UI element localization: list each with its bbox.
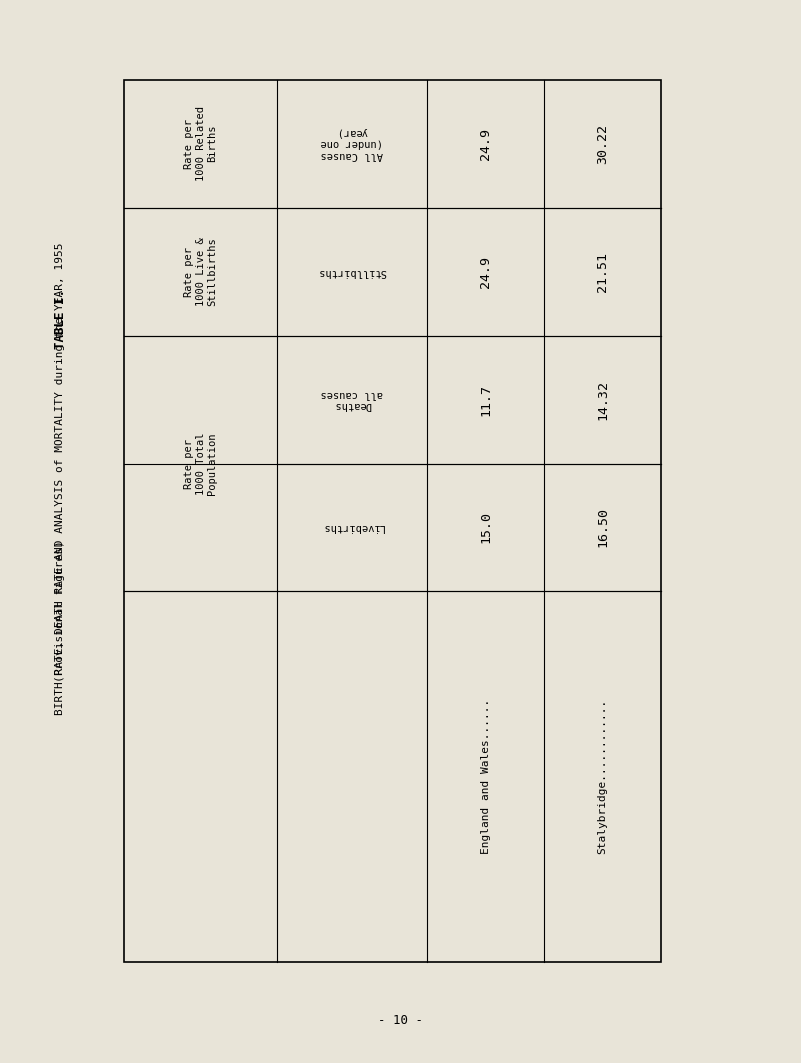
Text: Rate per
1000 Live &
Stillbirths: Rate per 1000 Live & Stillbirths (184, 237, 217, 306)
Text: Stalybridge............: Stalybridge............ (598, 699, 607, 855)
Text: All Causes
(under one
year): All Causes (under one year) (321, 128, 384, 161)
Text: 15.0: 15.0 (479, 511, 493, 543)
Text: Rate per
1000 Related
Births: Rate per 1000 Related Births (184, 106, 217, 181)
Text: Deaths
all causes: Deaths all causes (321, 389, 384, 410)
Text: 24.9: 24.9 (479, 128, 493, 159)
Text: 11.7: 11.7 (479, 384, 493, 416)
Text: Stillbirths: Stillbirths (318, 267, 387, 276)
Text: England and Wales......: England and Wales...... (481, 699, 491, 855)
Text: Livebirths: Livebirths (321, 523, 384, 533)
Text: 16.50: 16.50 (596, 507, 609, 547)
Text: - 10 -: - 10 - (378, 1014, 423, 1027)
Bar (124, 80, 661, 962)
Text: BIRTH RATE, DEATH RATE AND ANALYSIS of MORTALITY during the YEAR, 1955: BIRTH RATE, DEATH RATE AND ANALYSIS of M… (55, 242, 65, 714)
Text: 24.9: 24.9 (479, 255, 493, 288)
Text: Rate per
1000 Total
Population: Rate per 1000 Total Population (184, 433, 217, 494)
Text: 14.32: 14.32 (596, 379, 609, 420)
Text: 21.51: 21.51 (596, 252, 609, 291)
Text: 30.22: 30.22 (596, 123, 609, 164)
Text: TABLE I.: TABLE I. (54, 289, 66, 349)
Text: (Provisional figures): (Provisional figures) (55, 540, 65, 682)
